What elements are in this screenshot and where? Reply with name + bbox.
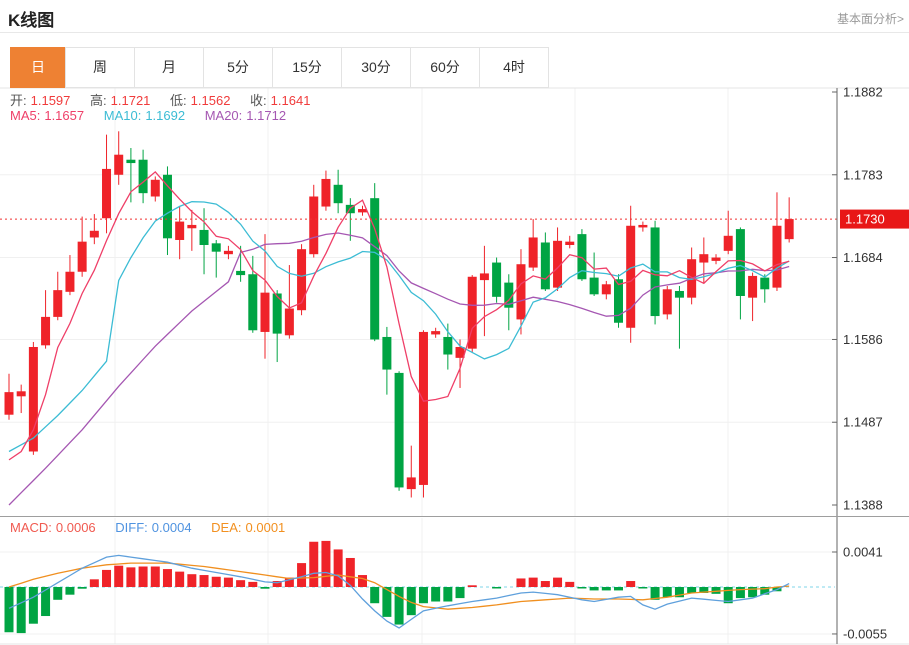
open-value: 1.1597 xyxy=(30,93,71,108)
ma10-value: 1.1692 xyxy=(145,108,186,123)
dea-line xyxy=(8,562,790,610)
last-price-tag-value: 1.1730 xyxy=(845,212,885,227)
diff-line xyxy=(8,554,790,629)
ma5-label: MA5: xyxy=(10,108,41,123)
last-price-tag xyxy=(840,209,909,229)
dea-value: 0.0001 xyxy=(245,520,286,535)
dea-label: DEA: xyxy=(211,520,242,535)
high-value: 1.1721 xyxy=(110,93,151,108)
macd-legend: MACD: 0.0006 DIFF: 0.0004 DEA: 0.0001 xyxy=(10,520,289,535)
svg-text:1.1388: 1.1388 xyxy=(843,498,883,513)
diff-value: 0.0004 xyxy=(151,520,192,535)
ma5-line xyxy=(8,170,790,461)
ma20-line xyxy=(8,232,790,506)
ohlc-legend: 开: 1.1597 高: 1.1721 低: 1.1562 收: 1.1641 xyxy=(10,90,314,109)
macd-label: MACD: xyxy=(10,520,52,535)
tab-period-3[interactable]: 5分 xyxy=(203,47,273,88)
tab-period-7[interactable]: 4时 xyxy=(479,47,549,88)
tab-period-1[interactable]: 周 xyxy=(65,47,135,88)
tab-period-4[interactable]: 15分 xyxy=(272,47,342,88)
svg-text:1.1684: 1.1684 xyxy=(843,250,883,265)
close-value: 1.1641 xyxy=(270,93,311,108)
fundamental-analysis-link[interactable]: 基本面分析> xyxy=(836,12,904,26)
page-title: K线图 xyxy=(8,11,55,30)
macd-value: 0.0006 xyxy=(55,520,96,535)
ma20-value: 1.1712 xyxy=(246,108,287,123)
ma10-line xyxy=(8,201,790,453)
tab-period-2[interactable]: 月 xyxy=(134,47,204,88)
tab-period-5[interactable]: 30分 xyxy=(341,47,411,88)
low-label: 低: xyxy=(170,93,187,108)
ma5-value: 1.1657 xyxy=(44,108,85,123)
period-tabs: 日周月 5分 15分 30分 60分 4时 xyxy=(10,47,549,88)
svg-text:1.1586: 1.1586 xyxy=(843,332,883,347)
open-label: 开: xyxy=(10,93,27,108)
tab-period-0[interactable]: 日 xyxy=(10,47,66,88)
ma-legend: MA5: 1.1657 MA10: 1.1692 MA20: 1.1712 xyxy=(10,108,290,123)
svg-text:1.1783: 1.1783 xyxy=(843,167,883,182)
svg-text:1.1487: 1.1487 xyxy=(843,415,883,430)
high-label: 高: xyxy=(90,93,107,108)
ma20-label: MA20: xyxy=(204,108,243,123)
svg-text:-0.0055: -0.0055 xyxy=(843,626,887,641)
svg-text:1.1882: 1.1882 xyxy=(843,85,883,100)
tab-period-6[interactable]: 60分 xyxy=(410,47,480,88)
axis-tick-labels: 1.1882 1.1783 1.1684 1.1586 1.1487 1.1388 0.00… xyxy=(832,85,887,641)
diff-label: DIFF: xyxy=(115,520,148,535)
candles-layer xyxy=(4,131,794,498)
svg-text:0.0041: 0.0041 xyxy=(843,544,883,559)
close-label: 收: xyxy=(250,93,267,108)
macd-histogram xyxy=(4,540,782,634)
low-value: 1.1562 xyxy=(190,93,231,108)
widget-header: K线图 基本面分析> xyxy=(0,0,909,33)
ma10-label: MA10: xyxy=(103,108,142,123)
